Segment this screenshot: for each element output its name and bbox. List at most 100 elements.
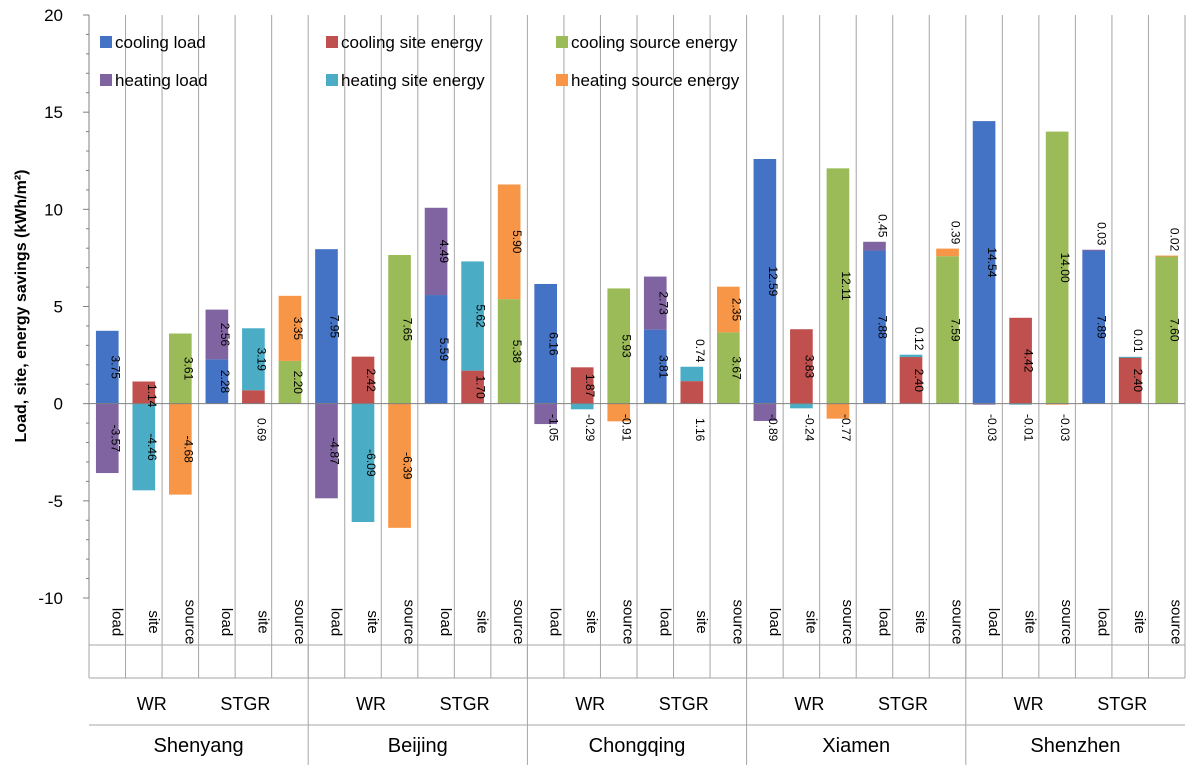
x-tick-label-site: site xyxy=(912,610,929,633)
x-tick-label-site: site xyxy=(1131,610,1148,633)
bar-cooling-source xyxy=(497,299,521,404)
data-label-cooling: 7.59 xyxy=(949,318,963,342)
x-tick-label-load: load xyxy=(985,608,1002,636)
data-label-cooling: 4.42 xyxy=(1022,349,1036,373)
data-label-cooling: 5.59 xyxy=(437,338,451,362)
legend-label: cooling source energy xyxy=(571,33,738,52)
group-label: STGR xyxy=(1097,694,1147,714)
data-label-cooling: 3.81 xyxy=(656,355,670,379)
x-tick-label-site: site xyxy=(802,610,819,633)
x-tick-label-site: site xyxy=(583,610,600,633)
data-label-heating: 0.02 xyxy=(1168,228,1182,252)
bar-heating-source xyxy=(278,295,302,361)
bar-cooling-load xyxy=(95,330,119,404)
bar-heating-load xyxy=(643,276,667,330)
data-label-cooling: 7.89 xyxy=(1095,315,1109,339)
data-label-cooling: 7.60 xyxy=(1168,318,1182,342)
x-tick-label-site: site xyxy=(145,610,162,633)
bar-heating-source xyxy=(607,403,631,422)
data-label-heating: -0.91 xyxy=(620,414,634,442)
y-tick-label: 0 xyxy=(54,395,63,414)
bar-cooling-site xyxy=(790,329,813,404)
data-label-heating: -3.57 xyxy=(108,425,122,453)
city-label: Beijing xyxy=(388,735,448,757)
group-label: WR xyxy=(356,694,386,714)
x-tick-label-source: source xyxy=(510,599,527,644)
data-label-heating: -4.87 xyxy=(327,437,341,465)
bar-cooling-site xyxy=(899,357,923,404)
data-label-heating: 0.74 xyxy=(693,339,707,363)
group-label: STGR xyxy=(659,694,709,714)
group-label: STGR xyxy=(220,694,270,714)
legend-label: heating site energy xyxy=(341,71,485,90)
bar-heating-site xyxy=(132,403,156,491)
group-label: WR xyxy=(575,694,605,714)
x-tick-label-load: load xyxy=(108,608,125,636)
x-tick-label-source: source xyxy=(729,599,746,644)
data-label-cooling: 3.61 xyxy=(181,357,195,381)
data-label-heating: -0.77 xyxy=(839,414,853,442)
bar-cooling-load xyxy=(753,159,777,404)
bar-cooling-load xyxy=(424,295,448,404)
x-tick-label-source: source xyxy=(839,599,856,644)
x-tick-label-load: load xyxy=(766,608,783,636)
data-label-heating: 0.01 xyxy=(1131,329,1145,353)
x-tick-label-site: site xyxy=(474,610,491,633)
x-tick-label-load: load xyxy=(218,608,235,636)
data-label-heating: -0.03 xyxy=(985,414,999,442)
bar-heating-site xyxy=(242,328,265,391)
data-label-cooling: 2.40 xyxy=(912,369,926,393)
bar-heating-site xyxy=(680,366,704,382)
data-label-heating: -1.05 xyxy=(547,414,561,442)
bar-cooling-source xyxy=(169,333,192,404)
bar-heating-load xyxy=(863,241,886,251)
x-tick-label-site: site xyxy=(1022,610,1039,633)
bar-heating-source xyxy=(826,403,850,419)
data-label-cooling: 1.14 xyxy=(145,384,159,408)
data-label-cooling: 14.00 xyxy=(1058,253,1072,283)
city-label: Chongqing xyxy=(589,735,686,757)
data-label-heating: -4.46 xyxy=(145,433,159,461)
data-label-heating: 5.62 xyxy=(474,304,488,328)
x-tick-label-load: load xyxy=(327,608,344,636)
bar-heating-site xyxy=(899,354,923,358)
bar-cooling-site xyxy=(351,356,375,404)
bar-cooling-load xyxy=(863,250,886,404)
x-tick-label-load: load xyxy=(875,608,892,636)
x-tick-label-source: source xyxy=(401,599,418,644)
bar-heating-load xyxy=(1082,249,1105,251)
x-tick-label-load: load xyxy=(1095,608,1112,636)
x-tick-label-site: site xyxy=(254,610,271,633)
bar-cooling-source xyxy=(1045,131,1069,404)
bar-cooling-site xyxy=(1009,317,1032,404)
data-label-cooling: 2.40 xyxy=(1131,369,1145,393)
group-label: STGR xyxy=(878,694,928,714)
bar-heating-load xyxy=(534,403,557,425)
data-label-cooling: 3.75 xyxy=(108,356,122,380)
data-label-cooling: 1.87 xyxy=(583,374,597,398)
group-label: WR xyxy=(794,694,824,714)
data-label-heating: -0.89 xyxy=(766,414,780,442)
legend-swatch-cooling-site xyxy=(326,36,338,48)
bar-heating-source xyxy=(169,403,192,495)
x-tick-label-source: source xyxy=(181,599,198,644)
data-label-cooling: 5.93 xyxy=(620,334,634,358)
data-label-cooling: 0.69 xyxy=(254,418,268,442)
data-label-heating: 3.35 xyxy=(291,317,305,341)
data-label-cooling: 2.20 xyxy=(291,371,305,395)
data-label-cooling: 5.38 xyxy=(510,340,524,364)
data-label-heating: -6.39 xyxy=(401,452,415,480)
bar-heating-site xyxy=(790,403,813,409)
legend-swatch-cooling-load xyxy=(100,36,112,48)
legend-label: heating load xyxy=(115,71,208,90)
bar-heating-load xyxy=(753,403,777,421)
data-label-heating: -4.68 xyxy=(181,435,195,463)
legend-swatch-heating-site xyxy=(326,74,338,86)
x-tick-label-load: load xyxy=(547,608,564,636)
data-label-heating: 0.12 xyxy=(912,327,926,351)
data-label-cooling: 2.28 xyxy=(218,370,232,394)
legend-swatch-heating-load xyxy=(100,74,112,86)
bar-cooling-site xyxy=(680,381,704,404)
bar-cooling-source xyxy=(1155,255,1179,404)
